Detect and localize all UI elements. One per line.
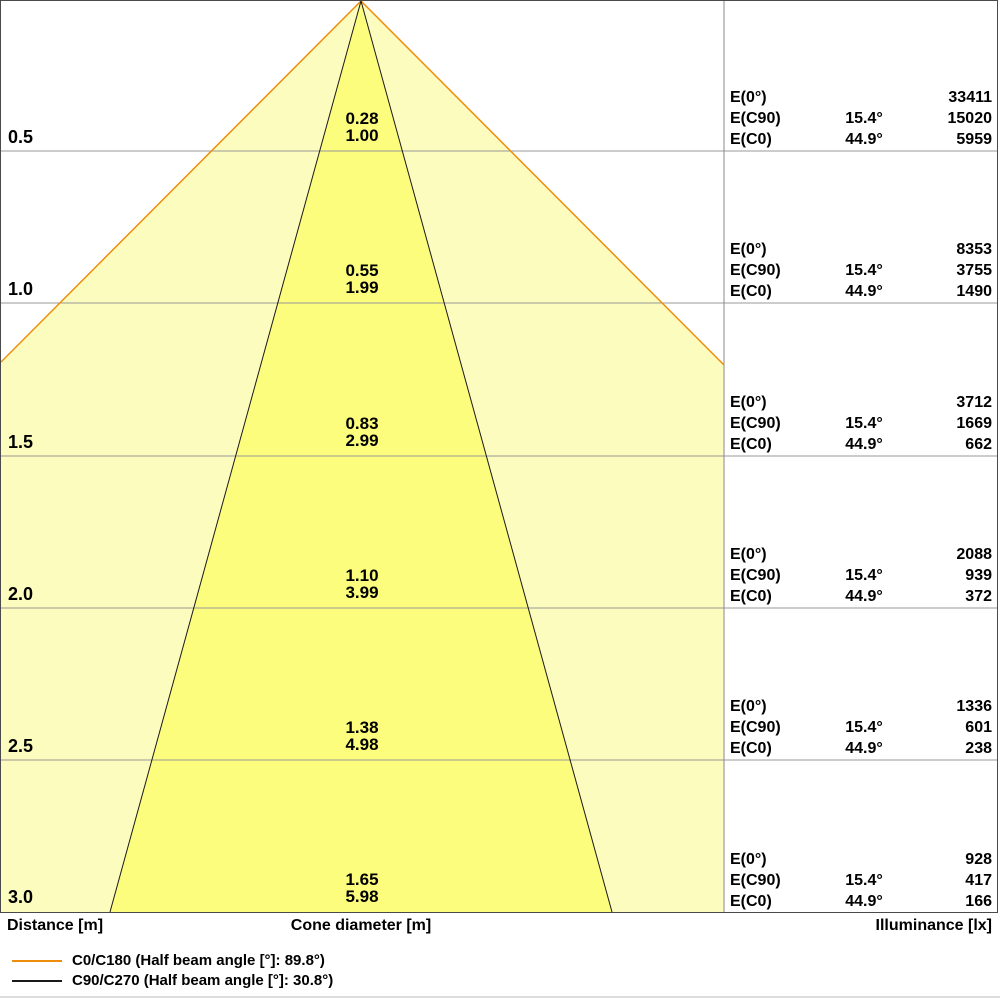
cone-values-2.5: 1.38 4.98 — [287, 719, 437, 753]
ec90-label: E(C90) — [730, 872, 781, 889]
ec0-value: 5959 — [956, 131, 992, 148]
distance-tick-1.5: 1.5 — [8, 432, 34, 452]
c0-c180-legend-label: C0/C180 (Half beam angle [°]: 89.8°) — [72, 952, 325, 969]
ec90-angle: 15.4° — [845, 719, 883, 736]
chart-area: 0.5 1.0 1.5 2.0 2.5 3.0 0.28 1.00 0.55 1… — [0, 0, 998, 913]
cone-inner-value: 0.55 — [345, 261, 379, 280]
illuminance-axis-title: Illuminance [lx] — [875, 917, 992, 934]
e0-value: 1336 — [956, 698, 992, 715]
outer-cone-edge-left — [1, 1, 362, 363]
ec0-label: E(C0) — [730, 588, 772, 605]
ec0-label: E(C0) — [730, 893, 772, 910]
cone-diameter-axis-title: Cone diameter [m] — [290, 917, 432, 934]
e0-value: 3712 — [956, 394, 992, 411]
bottom-divider — [0, 996, 1000, 998]
cone-inner-value: 1.38 — [345, 718, 379, 737]
e0-value: 8353 — [956, 241, 992, 258]
ec90-angle: 15.4° — [845, 262, 883, 279]
ec90-value: 601 — [965, 719, 992, 736]
ec90-angle: 15.4° — [845, 415, 883, 432]
ec90-value: 939 — [965, 567, 992, 584]
ec0-label: E(C0) — [730, 283, 772, 300]
ec90-label: E(C90) — [730, 262, 781, 279]
e0-label: E(0°) — [730, 546, 767, 563]
e0-label: E(0°) — [730, 698, 767, 715]
e0-value: 2088 — [956, 546, 992, 563]
ec90-value: 3755 — [956, 262, 992, 279]
ec0-label: E(C0) — [730, 436, 772, 453]
cone-plot — [1, 1, 997, 912]
cone-outer-value: 2.99 — [345, 431, 379, 450]
cone-inner-value: 1.65 — [345, 870, 379, 889]
e0-label: E(0°) — [730, 241, 767, 258]
ec90-label: E(C90) — [730, 415, 781, 432]
cone-outer-value: 4.98 — [345, 735, 379, 754]
illuminance-row-2.0: E(0°) 2088 E(C90) 15.4° 939 E(C0) 44.9° 372 — [730, 544, 992, 607]
distance-tick-0.5: 0.5 — [8, 127, 34, 147]
ec0-angle: 44.9° — [845, 588, 883, 605]
cone-outer-value: 3.99 — [345, 583, 379, 602]
c0-c180-line-swatch — [12, 960, 62, 962]
cone-outer-value: 5.98 — [345, 887, 379, 906]
cone-values-3.0: 1.65 5.98 — [287, 871, 437, 905]
ec0-value: 1490 — [956, 283, 992, 300]
distance-tick-1.0: 1.0 — [8, 279, 34, 299]
ec0-angle: 44.9° — [845, 283, 883, 300]
distance-tick-2.5: 2.5 — [8, 736, 34, 756]
legend-entry-c90-c270: C90/C270 (Half beam angle [°]: 30.8°) — [12, 971, 333, 991]
distance-axis-title: Distance [m] — [7, 917, 104, 934]
cone-outer-value: 1.00 — [345, 126, 379, 145]
ec90-label: E(C90) — [730, 567, 781, 584]
ec90-label: E(C90) — [730, 110, 781, 127]
ec0-label: E(C0) — [730, 131, 772, 148]
e0-label: E(0°) — [730, 851, 767, 868]
inner-cone-edge-right — [360, 1, 613, 912]
ec90-value: 1669 — [956, 415, 992, 432]
distance-tick-2.0: 2.0 — [8, 584, 34, 604]
ec0-value: 166 — [965, 893, 992, 910]
cone-inner-value: 0.83 — [345, 414, 379, 433]
e0-value: 928 — [965, 851, 992, 868]
illuminance-row-1.5: E(0°) 3712 E(C90) 15.4° 1669 E(C0) 44.9° 662 — [730, 392, 992, 455]
c90-c270-line-swatch — [12, 980, 62, 982]
cone-inner-value: 1.10 — [345, 566, 379, 585]
distance-tick-3.0: 3.0 — [8, 887, 34, 907]
ec0-angle: 44.9° — [845, 740, 883, 757]
ec0-angle: 44.9° — [845, 436, 883, 453]
ec90-label: E(C90) — [730, 719, 781, 736]
outer-cone-edge-right — [360, 1, 725, 366]
legend-entry-c0-c180: C0/C180 (Half beam angle [°]: 89.8°) — [12, 951, 325, 971]
gridlines — [1, 150, 997, 761]
ec0-value: 662 — [965, 436, 992, 453]
ec90-angle: 15.4° — [845, 567, 883, 584]
c90-c270-legend-label: C90/C270 (Half beam angle [°]: 30.8°) — [72, 972, 334, 989]
ec90-angle: 15.4° — [845, 872, 883, 889]
ec0-label: E(C0) — [730, 740, 772, 757]
ec0-angle: 44.9° — [845, 131, 883, 148]
ec0-value: 238 — [965, 740, 992, 757]
cone-inner-value: 0.28 — [345, 109, 379, 128]
cone-values-0.5: 0.28 1.00 — [287, 110, 437, 144]
ec0-angle: 44.9° — [845, 893, 883, 910]
cone-values-2.0: 1.10 3.99 — [287, 567, 437, 601]
illuminance-row-3.0: E(0°) 928 E(C90) 15.4° 417 E(C0) 44.9° 166 — [730, 849, 992, 912]
ec90-value: 417 — [965, 872, 992, 889]
e0-value: 33411 — [948, 89, 992, 106]
illuminance-row-2.5: E(0°) 1336 E(C90) 15.4° 601 E(C0) 44.9° 238 — [730, 696, 992, 759]
illuminance-row-1.0: E(0°) 8353 E(C90) 15.4° 3755 E(C0) 44.9° 1490 — [730, 239, 992, 302]
inner-cone-edge-left — [109, 1, 362, 912]
ec90-angle: 15.4° — [845, 110, 883, 127]
ec90-value: 15020 — [947, 110, 993, 127]
e0-label: E(0°) — [730, 89, 767, 106]
e0-label: E(0°) — [730, 394, 767, 411]
ec0-value: 372 — [965, 588, 992, 605]
cone-outer-value: 1.99 — [345, 278, 379, 297]
cone-values-1.5: 0.83 2.99 — [287, 415, 437, 449]
cone-values-1.0: 0.55 1.99 — [287, 262, 437, 296]
illuminance-row-0.5: E(0°) 33411 E(C90) 15.4° 15020 E(C0) 44.9° 59… — [730, 87, 992, 150]
